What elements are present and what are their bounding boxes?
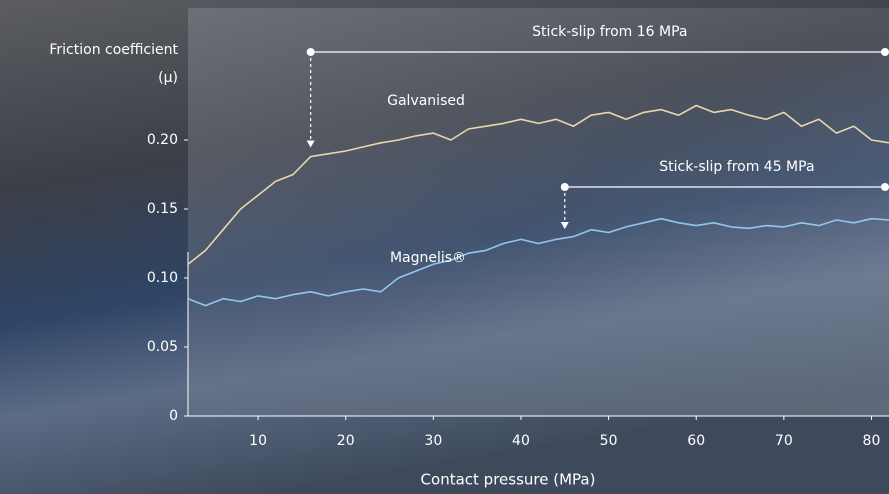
y-tick-label: 0.05 xyxy=(147,339,178,355)
series-line xyxy=(187,104,889,265)
x-tick-label: 40 xyxy=(512,433,530,449)
x-tick-label: 70 xyxy=(775,433,793,449)
annotation-text: Stick-slip from 45 MPa xyxy=(659,159,814,175)
annotation-text: Stick-slip from 16 MPa xyxy=(532,24,687,40)
y-tick-label: 0.10 xyxy=(147,270,178,286)
x-axis-label: Contact pressure (MPa) xyxy=(421,471,596,489)
x-tick-label: 60 xyxy=(687,433,705,449)
x-tick-label: 30 xyxy=(424,433,442,449)
annotation-dot xyxy=(881,48,889,56)
x-tick-label: 10 xyxy=(249,433,267,449)
series-label: Galvanised xyxy=(387,93,465,109)
y-axis-label: (μ) xyxy=(158,70,178,86)
y-tick-label: 0.15 xyxy=(147,201,178,217)
annotation-arrowhead xyxy=(306,140,315,148)
annotation-dot xyxy=(881,183,889,191)
plot-panel xyxy=(188,8,889,416)
annotation-arrowhead xyxy=(560,221,569,229)
y-axis-label: Friction coefficient xyxy=(49,42,178,58)
y-tick-label: 0 xyxy=(169,408,178,424)
series-line xyxy=(187,217,889,307)
series-label: Magnelis® xyxy=(390,250,466,266)
x-tick-label: 20 xyxy=(337,433,355,449)
x-tick-label: 50 xyxy=(600,433,618,449)
x-tick-label: 80 xyxy=(863,433,881,449)
y-tick-label: 0.20 xyxy=(147,132,178,148)
